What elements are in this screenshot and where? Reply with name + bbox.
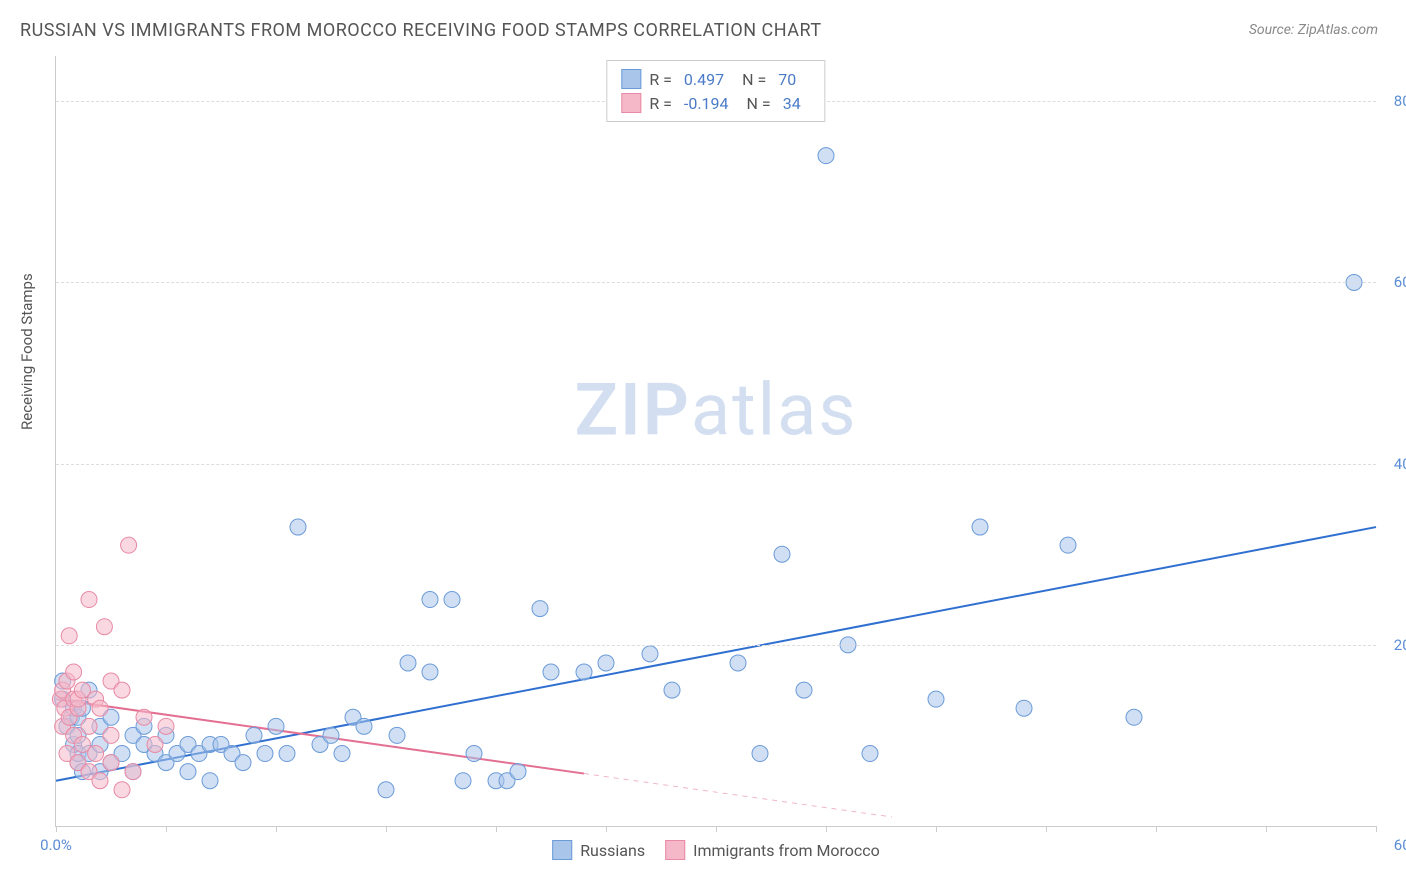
x-tick [936,826,937,832]
x-tick [1156,826,1157,832]
swatch-pink [621,93,641,113]
legend-item-russians: Russians [552,840,645,860]
chart-title: RUSSIAN VS IMMIGRANTS FROM MOROCCO RECEI… [20,20,822,41]
legend-row-russians: R = 0.497 N = 70 [621,67,810,91]
legend-row-morocco: R = -0.194 N = 34 [621,91,810,115]
x-tick [166,826,167,832]
y-tick-label: 80.0% [1394,92,1406,110]
x-tick [716,826,717,832]
legend-item-morocco: Immigrants from Morocco [665,840,880,860]
x-tick [1266,826,1267,832]
x-tick-label: 60.0% [1394,836,1406,854]
gridline [56,645,1376,646]
x-tick [56,826,57,832]
swatch-blue [621,69,641,89]
x-tick [496,826,497,832]
x-tick [606,826,607,832]
gridline [56,282,1376,283]
plot-svg [56,56,1376,826]
scatter-plot: ZIPatlas R = 0.497 N = 70 R = -0.194 N =… [55,56,1376,827]
swatch-blue-icon [552,840,572,860]
x-tick [826,826,827,832]
x-tick [386,826,387,832]
correlation-legend: R = 0.497 N = 70 R = -0.194 N = 34 [606,60,825,122]
swatch-pink-icon [665,840,685,860]
y-tick-label: 40.0% [1394,455,1406,473]
x-tick [276,826,277,832]
x-tick [1046,826,1047,832]
x-tick [1376,826,1377,832]
y-tick-label: 60.0% [1394,273,1406,291]
gridline [56,464,1376,465]
source-attribution: Source: ZipAtlas.com [1249,22,1378,38]
series-legend: Russians Immigrants from Morocco [552,840,880,860]
y-axis-label: Receiving Food Stamps [18,273,36,430]
y-tick-label: 20.0% [1394,636,1406,654]
x-tick-label: 0.0% [40,836,72,854]
